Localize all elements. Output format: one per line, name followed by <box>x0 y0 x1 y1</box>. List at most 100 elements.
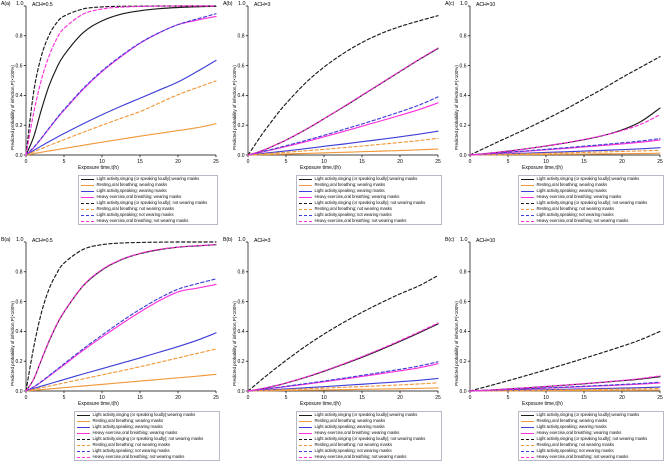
legend-swatch-5 <box>521 200 534 206</box>
legend-label: Light activity,singing (or speaking loud… <box>314 412 418 418</box>
svg-text:0.8: 0.8 <box>460 34 467 40</box>
svg-text:15: 15 <box>137 159 143 165</box>
legend-item: Light activity,speaking; not wearing mas… <box>519 448 663 454</box>
legend-swatch-2 <box>81 182 94 188</box>
legend-item: Light activity,singing (or speaking loud… <box>297 412 441 418</box>
legend-item: Heavy exercise,oral breathing; wearing m… <box>75 430 219 436</box>
legend-label: Resting,oral breathing; wearing masks <box>536 182 608 188</box>
legend-swatch-6 <box>81 206 94 212</box>
ytick-top-B-a: 1.0 <box>16 237 24 243</box>
legend-swatch-8 <box>521 454 534 460</box>
plot-B-c: 0.0 0.2 0.4 0.6 0.8 0 5 10 15 20 25 <box>444 236 666 414</box>
svg-text:0.6: 0.6 <box>460 63 467 69</box>
panel-label-A-c: A(c) <box>445 1 455 7</box>
legend-label: Heavy exercise,oral breathing; wearing m… <box>92 430 178 436</box>
svg-text:0.6: 0.6 <box>238 63 245 69</box>
legend-item: Light activity,singing (or speaking loud… <box>79 176 217 182</box>
plot-svg-A-c: 0.0 0.2 0.4 0.6 0.8 0 5 10 15 20 25 <box>460 5 663 165</box>
svg-text:20: 20 <box>397 395 403 401</box>
legend-item: Heavy exercise,oral breathing; not weari… <box>519 454 663 460</box>
legend-label: Resting,oral breathing; wearing masks <box>96 182 168 188</box>
xlabel-A-a: Exposure time,t(h) <box>78 165 119 171</box>
plot-svg-A-a: 0.0 0.2 0.4 0.6 0.8 0 5 10 15 20 25 <box>16 5 219 165</box>
legend-swatch-8 <box>81 218 94 224</box>
legend-item: Light activity,singing (or speaking loud… <box>79 200 217 206</box>
legend-label: Resting,oral breathing; wearing masks <box>314 182 386 188</box>
ytick-top-A-c: 1.0 <box>460 1 468 7</box>
legend-label: Resting,oral breathing; not wearing mask… <box>92 442 171 448</box>
svg-text:0.4: 0.4 <box>238 93 245 99</box>
legend-swatch-1 <box>521 176 534 182</box>
legend-swatch-5 <box>299 436 312 442</box>
legend-label: Light activity,singing (or speaking loud… <box>92 412 196 418</box>
panel-A-a: A(a) 1.0 ACH=0.5 0.0 0.2 0.4 0.6 0.8 0 5 10 15 20… <box>0 0 222 236</box>
legend-swatch-3 <box>521 424 534 430</box>
panel-label-B-b: B(b) <box>223 237 233 243</box>
legend-label: Light activity,speaking; not wearing mas… <box>96 212 174 218</box>
xlabel-B-a: Exposure time,t(h) <box>78 401 119 407</box>
legend-item: Resting,oral breathing; wearing masks <box>75 418 219 424</box>
legend-label: Heavy exercise,oral breathing; not weari… <box>314 454 407 460</box>
legend-item: Light activity,speaking; not wearing mas… <box>79 212 217 218</box>
legend-label: Light activity,speaking; wearing masks <box>96 188 167 194</box>
legend-label: Resting,oral breathing; wearing masks <box>536 418 608 424</box>
legend-item: Light activity,speaking; not wearing mas… <box>519 212 663 218</box>
panel-B-a: B(a) 1.0 ACH=0.5 0.0 0.2 0.4 0.6 0.8 0 5 10 15 20… <box>0 236 222 472</box>
legend-item: Light activity,singing (or speaking loud… <box>519 176 663 182</box>
legend-item: Light activity,singing (or speaking loud… <box>519 200 663 206</box>
legend-label: Resting,oral breathing; not wearing mask… <box>314 442 393 448</box>
legend-swatch-6 <box>299 442 312 448</box>
legend-swatch-5 <box>521 436 534 442</box>
legend-label: Light activity,singing (or speaking loud… <box>536 176 640 182</box>
svg-text:25: 25 <box>213 395 219 401</box>
svg-text:10: 10 <box>543 159 549 165</box>
svg-text:15: 15 <box>581 159 587 165</box>
svg-text:0.0: 0.0 <box>238 389 245 395</box>
svg-text:0.6: 0.6 <box>16 63 23 69</box>
svg-text:0: 0 <box>247 159 250 165</box>
legend-item: Light activity,singing (or speaking loud… <box>297 176 441 182</box>
legend-label: Light activity,singing (or speaking loud… <box>314 436 426 442</box>
xlabel-B-c: Exposure time,t(h) <box>522 401 563 407</box>
svg-text:5: 5 <box>63 159 66 165</box>
legend-swatch-7 <box>521 212 534 218</box>
legend-item: Heavy exercise,oral breathing; not weari… <box>297 454 441 460</box>
plot-svg-A-b: 0.0 0.2 0.4 0.6 0.8 0 5 10 15 20 25 <box>238 5 441 165</box>
legend-label: Heavy exercise,oral breathing; not weari… <box>96 218 189 224</box>
panel-label-B-a: B(a) <box>1 237 11 243</box>
svg-text:0: 0 <box>469 159 472 165</box>
svg-text:0.0: 0.0 <box>238 153 245 159</box>
legend-A-c: Light activity,singing (or speaking loud… <box>518 175 664 226</box>
ytick-top-B-c: 1.0 <box>460 237 468 243</box>
legend-swatch-2 <box>77 418 90 424</box>
legend-label: Light activity,singing (or speaking loud… <box>96 176 200 182</box>
legend-swatch-8 <box>299 454 312 460</box>
svg-text:0.2: 0.2 <box>16 123 23 129</box>
svg-text:25: 25 <box>435 159 441 165</box>
legend-item: Light activity,speaking; wearing masks <box>79 188 217 194</box>
legend-swatch-2 <box>521 182 534 188</box>
legend-item: Resting,oral breathing; not wearing mask… <box>519 442 663 448</box>
plot-A-b: 0.0 0.2 0.4 0.6 0.8 0 5 10 15 20 25 <box>222 0 444 178</box>
ytick-top-B-b: 1.0 <box>238 237 246 243</box>
legend-item: Light activity,speaking; not wearing mas… <box>297 212 441 218</box>
legend-swatch-2 <box>521 418 534 424</box>
svg-text:0: 0 <box>25 159 28 165</box>
svg-text:15: 15 <box>581 395 587 401</box>
ylabel-A-c: Predicted probability of infection,P(×10… <box>454 65 459 150</box>
svg-text:25: 25 <box>657 395 663 401</box>
legend-swatch-3 <box>81 188 94 194</box>
legend-label: Resting,oral breathing; not wearing mask… <box>96 206 175 212</box>
legend-swatch-3 <box>299 188 312 194</box>
svg-text:0.0: 0.0 <box>16 389 23 395</box>
svg-text:0.2: 0.2 <box>16 359 23 365</box>
svg-text:0.4: 0.4 <box>16 93 23 99</box>
legend-swatch-1 <box>81 176 94 182</box>
ytick-top-A-b: 1.0 <box>238 1 246 7</box>
legend-swatch-6 <box>77 442 90 448</box>
plot-B-a: 0.0 0.2 0.4 0.6 0.8 0 5 10 15 20 25 <box>0 236 222 414</box>
svg-text:0.8: 0.8 <box>460 270 467 276</box>
legend-item: Resting,oral breathing; wearing masks <box>297 418 441 424</box>
svg-text:10: 10 <box>321 159 327 165</box>
